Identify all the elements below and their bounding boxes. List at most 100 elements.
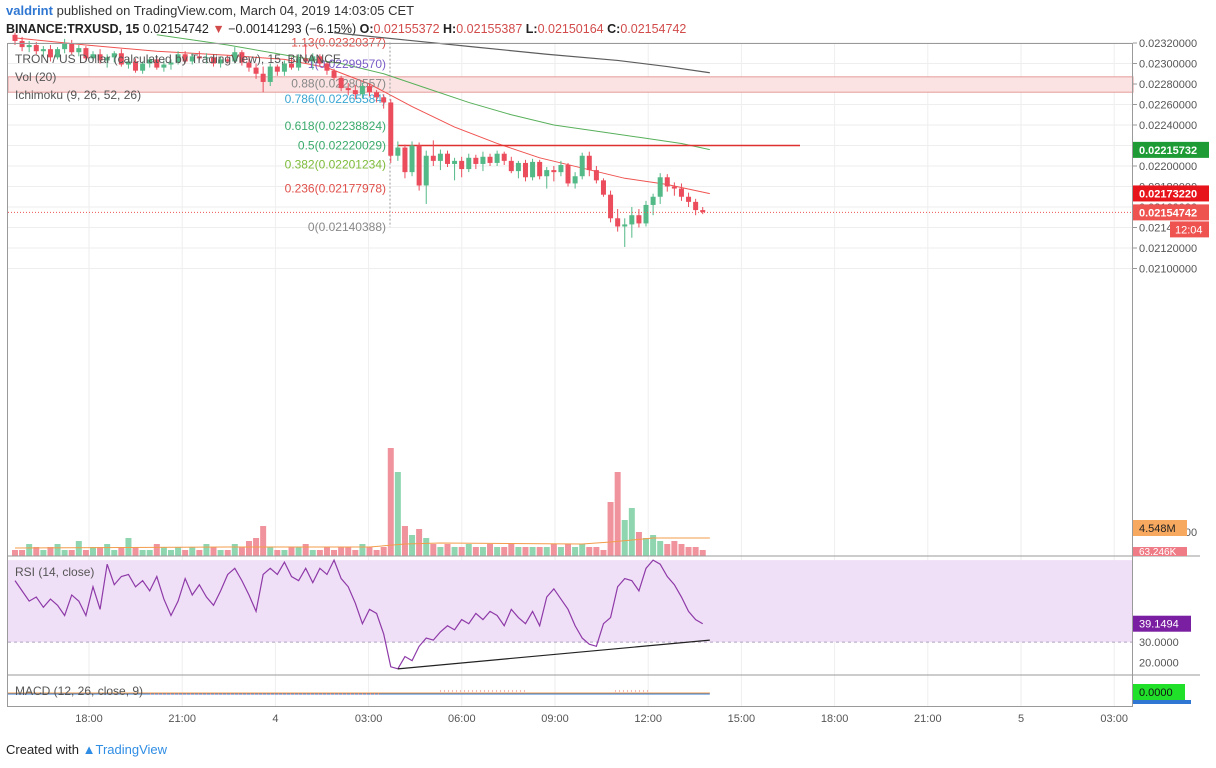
volume-bar [111,550,118,556]
candle-body [615,218,621,227]
volume-bar [146,550,153,556]
volume-bar [352,550,359,556]
volume-bar [373,550,380,556]
volume-bar [26,544,33,556]
tradingview-brand[interactable]: TradingView [95,742,168,757]
volume-bar [260,526,267,556]
resistance-zone[interactable] [7,76,1134,93]
open-label: O: [359,22,374,36]
volume-bar [550,544,557,556]
volume-bar [281,550,288,556]
volume-bar [366,547,373,556]
volume-bar [387,448,394,556]
volume-bar [557,547,564,556]
volume-bar [494,547,501,556]
volume-bar [479,547,486,556]
volume-bar [189,547,196,556]
candle-body [33,45,39,52]
candle-body [664,177,670,187]
fib-level-0.786: 0.786(0.02265584) [285,92,386,106]
macd-value-label: 0.0000 [1139,687,1173,699]
fib-level-0.618: 0.618(0.02238824) [285,119,386,133]
candle-body [430,155,436,161]
y-tick-label: 0.02200000 [1139,161,1197,173]
x-tick-label: 21:00 [914,713,942,725]
candle-body [26,45,32,48]
volume-bar [274,550,281,556]
candle-body [530,161,536,178]
volume-bar [657,541,664,556]
rsi-trendline [397,639,710,670]
volume-bar [12,550,18,556]
fib-level-1.13: 1.13(0.02320377) [291,36,386,50]
candle-body [69,43,75,53]
candle-body [402,147,408,173]
candle-body [629,215,635,225]
created-with-text: Created with [6,742,79,757]
candle-body [522,162,528,178]
candle-body [600,180,606,195]
candle-body [12,34,18,41]
candle-body [281,63,287,72]
author-name[interactable]: valdrint [6,3,53,18]
candle-body [367,86,372,93]
volume-bar [487,544,494,556]
volume-bar [75,541,82,556]
candle-body [260,73,266,82]
series-legend[interactable]: TRON / US Dollar (calculated by TradingV… [15,52,341,66]
candle-body [579,155,585,177]
price-badge-label: 0.02215732 [1139,145,1197,157]
volume-bar [451,547,458,556]
axes: 18:00 21:00 4 03:00 06:00 09:00 12:00 15:00 18:0… [8,38,1209,725]
candle-body [317,56,323,64]
close-value: 0.02154742 [620,22,687,36]
volume-bar [224,550,231,556]
high-label: H: [443,22,457,36]
macd-legend[interactable]: MACD (12, 26, close, 9) [15,684,144,698]
publication-header: valdrint published on TradingView.com, M… [6,3,414,18]
rsi-value-badge [1133,615,1191,632]
volume-bar [692,547,699,556]
volume-bar [104,544,111,556]
candle-body [508,160,514,172]
volume-bar [607,502,614,556]
macd-signal-badge [1133,700,1191,704]
x-tick-label: 03:00 [355,713,383,725]
volume-legend[interactable]: Vol (20) [15,70,57,84]
y-tick-label: 0.02280000 [1139,79,1197,91]
y-tick-label: 0.02320000 [1139,38,1197,50]
volume-bar [323,547,330,556]
volume-bar [685,547,692,556]
x-tick-label: 21:00 [168,713,196,725]
candle-body [544,170,550,177]
volume-bar [401,526,408,556]
volume-badge [1133,547,1187,556]
x-tick-label: 15:00 [728,713,756,725]
volume-bar [288,547,295,556]
volume-bar [118,547,125,556]
price-change: −0.00141293 (−6.15%) [228,22,357,36]
high-value: 0.02155387 [456,22,523,36]
volume-bar [423,538,430,556]
candle-body [657,177,663,197]
volume-bar [302,544,309,556]
candle-body [225,59,231,62]
ichimoku-legend[interactable]: Ichimoku (9, 26, 52, 26) [15,88,142,102]
volume-bar [54,544,61,556]
volume-bar [359,544,366,556]
volume-bar [97,547,104,556]
candle-body [55,49,61,58]
volume-bar [586,547,593,556]
x-tick-label: 18:00 [821,713,849,725]
candle-body [133,61,139,71]
candle-body [437,153,443,161]
candle-body [154,59,160,68]
volume-bar [40,550,47,556]
price-badge-label: 0.02173220 [1139,188,1197,200]
macd-value-badge [1133,684,1185,700]
rsi-legend[interactable]: RSI (14, close) [15,565,95,579]
chart-frame [7,43,1133,707]
fib-level-0: 0(0.02140388) [308,220,386,234]
x-tick-label: 4 [272,713,278,725]
